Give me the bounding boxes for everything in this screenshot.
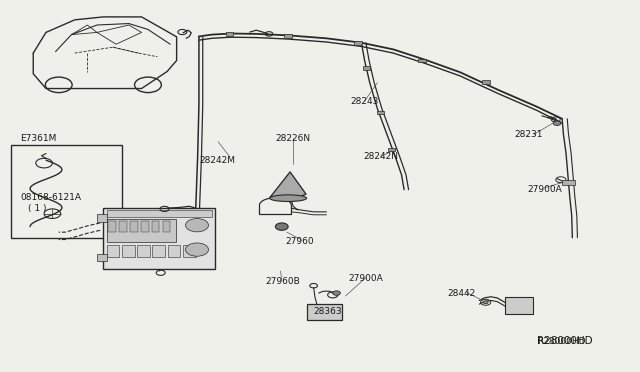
Text: 28226N: 28226N	[275, 134, 310, 142]
Bar	[106, 219, 175, 242]
Bar	[364, 66, 370, 70]
Circle shape	[333, 291, 340, 295]
Text: 27900A: 27900A	[527, 185, 562, 194]
Text: 28231: 28231	[515, 130, 543, 139]
Bar	[163, 221, 170, 232]
Bar	[284, 34, 292, 38]
Bar	[562, 180, 575, 185]
Circle shape	[553, 121, 561, 125]
Ellipse shape	[269, 195, 307, 202]
Bar	[106, 210, 212, 217]
Bar	[378, 111, 384, 114]
Text: 28442: 28442	[447, 289, 476, 298]
Text: ( 1 ): ( 1 )	[28, 203, 47, 213]
Text: R28000HD: R28000HD	[537, 337, 585, 346]
Bar	[152, 221, 159, 232]
Circle shape	[483, 301, 488, 304]
Bar	[307, 304, 342, 320]
Bar	[482, 80, 490, 84]
Bar	[122, 245, 134, 257]
Bar	[226, 32, 234, 36]
Text: 28363: 28363	[314, 307, 342, 316]
Text: R28000HD: R28000HD	[537, 336, 592, 346]
Text: E7361M: E7361M	[20, 134, 57, 142]
Bar	[97, 214, 106, 222]
Bar	[106, 245, 119, 257]
Circle shape	[186, 219, 209, 232]
Text: 08168-6121A: 08168-6121A	[20, 193, 81, 202]
Text: 28243: 28243	[351, 97, 379, 106]
Bar	[130, 221, 138, 232]
Text: 27900A: 27900A	[349, 274, 383, 283]
Bar	[119, 221, 127, 232]
Bar	[183, 245, 196, 257]
Bar	[103, 208, 215, 269]
Bar	[152, 245, 165, 257]
Bar	[141, 221, 148, 232]
Bar	[355, 41, 362, 45]
Text: 27960B: 27960B	[266, 278, 301, 286]
Bar	[108, 221, 116, 232]
Bar	[418, 59, 426, 62]
Bar	[97, 254, 106, 261]
Bar	[168, 245, 180, 257]
Bar	[11, 145, 122, 238]
Bar	[388, 148, 394, 151]
Circle shape	[186, 243, 209, 256]
Bar	[505, 297, 534, 314]
Text: 27960: 27960	[285, 237, 314, 246]
Polygon shape	[270, 172, 306, 199]
Text: 28242M: 28242M	[199, 155, 235, 165]
Text: 28242N: 28242N	[364, 152, 398, 161]
Circle shape	[275, 223, 288, 230]
Bar	[137, 245, 150, 257]
